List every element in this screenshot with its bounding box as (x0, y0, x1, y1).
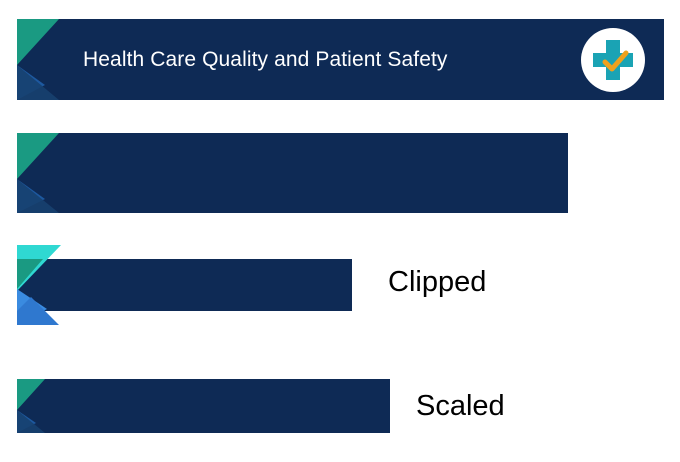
header-banner-full: Health Care Quality and Patient Safety (17, 19, 664, 100)
banner-title: Health Care Quality and Patient Safety (83, 48, 448, 71)
banner-corner-decoration (17, 379, 45, 433)
header-banner-clipped (17, 245, 352, 325)
banner-corner-decoration (17, 133, 59, 213)
banner-corner-decoration (17, 19, 59, 100)
logo (581, 28, 645, 92)
header-banner-plain (17, 133, 568, 213)
medical-cross-check-icon (593, 40, 633, 80)
label-clipped: Clipped (388, 266, 487, 298)
banner-clipped-body (17, 259, 352, 311)
label-scaled: Scaled (416, 390, 505, 422)
header-banner-scaled (17, 379, 390, 433)
banner-corner-decoration (17, 245, 61, 325)
